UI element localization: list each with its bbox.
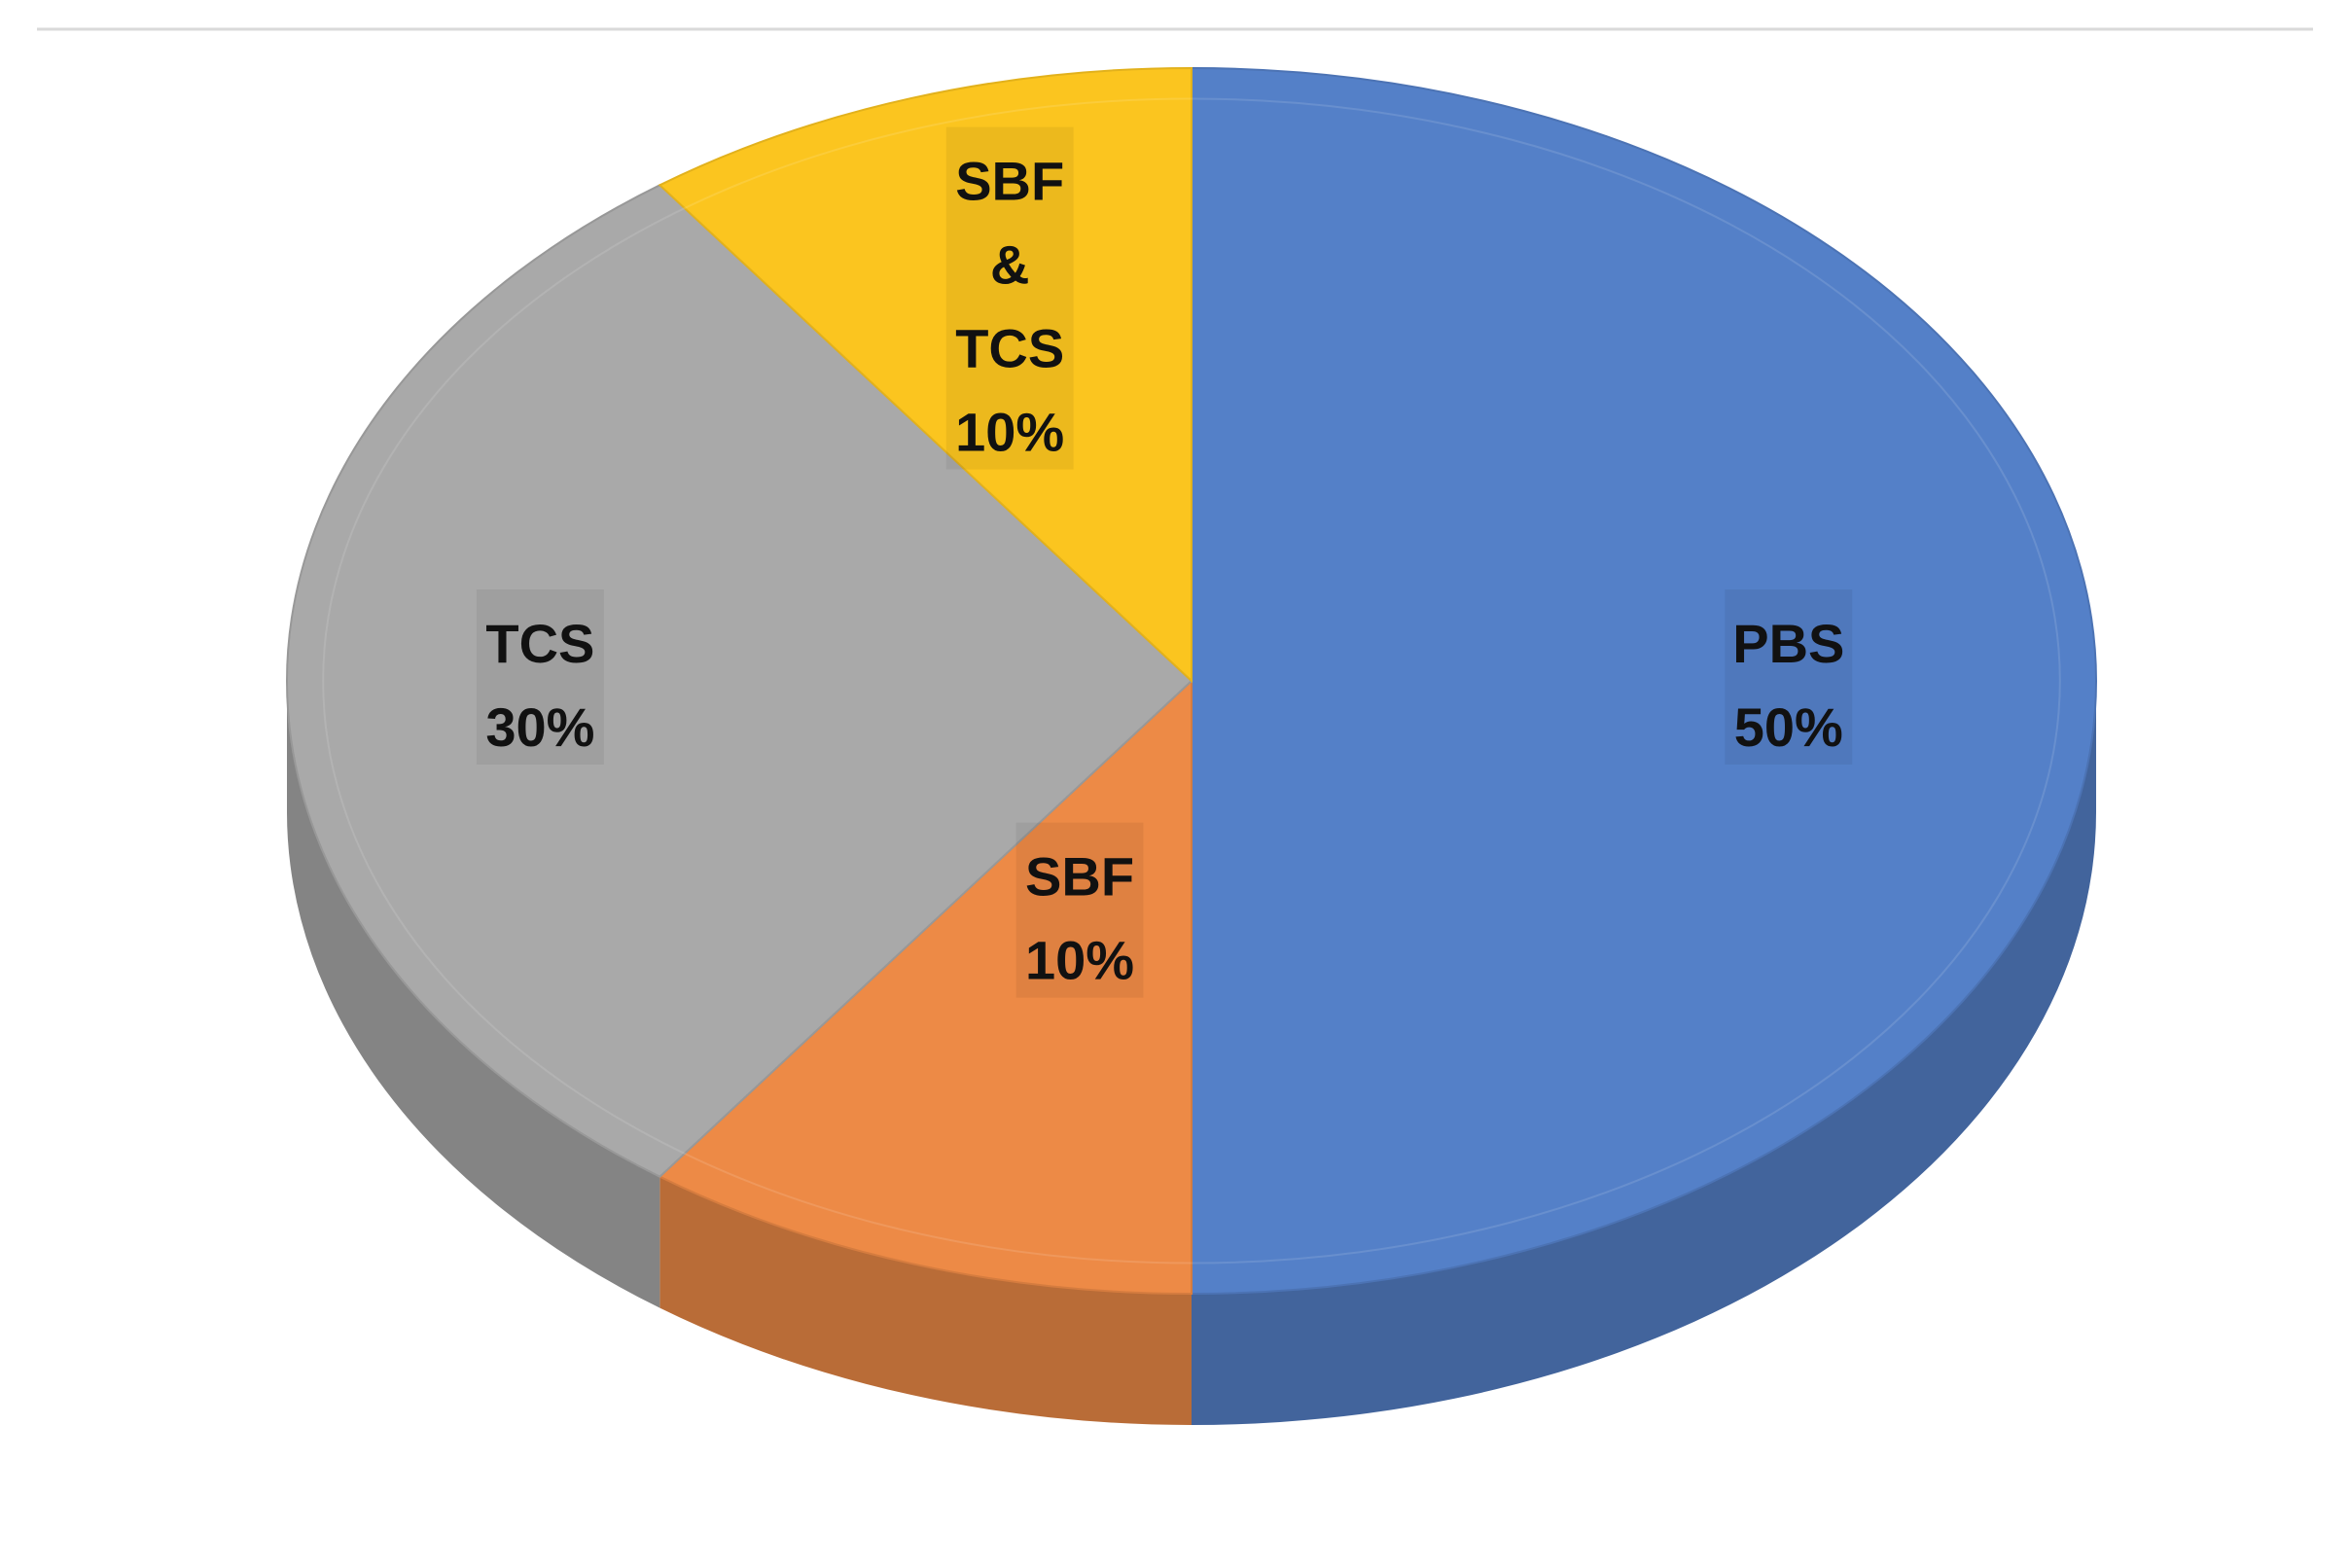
data-label-sbf-tcs-line-3: TCS: [955, 318, 1064, 379]
data-label-bg-tcs: [476, 589, 604, 765]
pie-side-sbf: [659, 1176, 1192, 1425]
data-label-tcs-line-1: TCS: [485, 613, 594, 674]
data-label-pbs-line-2: 50%: [1734, 696, 1843, 758]
pie-slice-pbs: [1191, 66, 2097, 1296]
pie-side-pbs: [1192, 681, 2096, 1425]
pie-slice-tcs: [286, 184, 1193, 1178]
pie-side-tcs: [287, 681, 660, 1308]
pie-top-slices: [286, 66, 2097, 1296]
data-label-sbf-line-1: SBF: [1025, 846, 1134, 908]
data-label-pbs-line-1: PBS: [1732, 613, 1844, 674]
data-label-bg-pbs: [1725, 589, 1853, 765]
data-label-bg-sbf: [1015, 822, 1144, 998]
pie-slice-sbf: [658, 678, 1193, 1296]
data-label-tcs-line-2: 30%: [485, 696, 594, 758]
pie-slice-sbf-tcs: [658, 66, 1193, 684]
data-label-sbf-tcs-line-4: 10%: [955, 402, 1064, 463]
pie-data-labels: PBS 50% SBF 10% TCS 30% SBF & TCS 10%: [476, 126, 1853, 998]
pie-side-walls: [287, 681, 2096, 1425]
data-label-sbf-tcs-line-2: &: [990, 234, 1029, 296]
pie-top-rim: [322, 97, 2061, 1265]
data-label-sbf-tcs-line-1: SBF: [955, 151, 1064, 212]
data-label-sbf-line-2: 10%: [1025, 930, 1134, 991]
data-label-bg-sbf-tcs: [945, 126, 1074, 470]
